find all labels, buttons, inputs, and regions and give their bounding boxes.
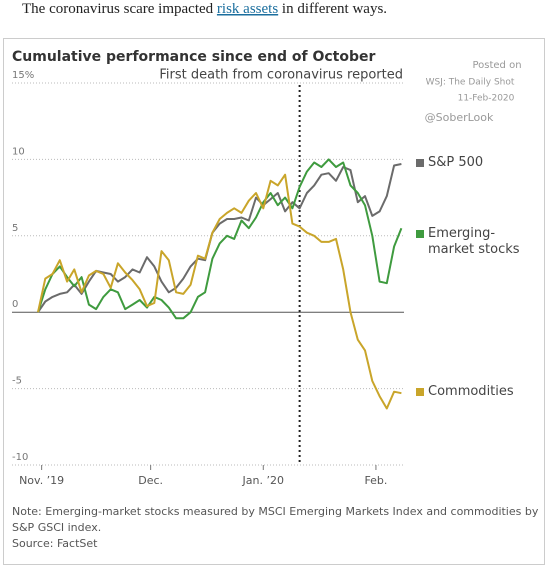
chart-frame (3, 38, 545, 565)
x-tick-label: Feb. (364, 474, 387, 487)
x-tick-label: Nov. ’19 (19, 474, 64, 487)
event-label: First death from coronavirus reported (159, 68, 403, 83)
y-tick-label: -10 (12, 452, 28, 463)
source: Source: FactSet (12, 537, 98, 550)
watermark: WSJ: The Daily Shot (426, 78, 515, 88)
y-tick-label: -5 (12, 376, 22, 387)
legend-swatch (416, 158, 424, 167)
x-tick-label: Jan. ’20 (242, 474, 284, 487)
x-tick-label: Dec. (138, 474, 163, 487)
series-line (37, 173, 402, 410)
legend-item: Commodities (416, 384, 541, 400)
y-tick-label: 10 (12, 146, 25, 157)
header-text: The coronavirus scare impacted (22, 1, 217, 17)
header-link[interactable]: risk assets (217, 1, 278, 17)
legend-item: S&P 500 (416, 155, 541, 171)
y-tick-label: 15% (12, 70, 34, 81)
legend-label: S&P 500 (428, 154, 484, 170)
legend-label: Emerging-market stocks (428, 226, 520, 258)
footnote: Note: Emerging-market stocks measured by… (12, 504, 540, 552)
legend-swatch (416, 230, 424, 239)
chart-title: Cumulative performance since end of Octo… (12, 49, 375, 65)
note: Note: Emerging-market stocks measured by… (12, 505, 539, 534)
watermark: @SoberLook (425, 111, 494, 124)
legend-item: Emerging-market stocks (416, 226, 541, 258)
series-line (37, 158, 403, 320)
legend-label: Commodities (428, 384, 514, 400)
y-tick-label: 5 (12, 223, 18, 234)
watermark: 11-Feb-2020 (458, 94, 515, 104)
y-tick-label: 0 (12, 299, 18, 310)
header: The coronavirus scare impacted risk asse… (22, 1, 387, 17)
header-text: in different ways. (278, 1, 387, 17)
watermark: Posted on (472, 60, 521, 71)
legend-swatch (416, 388, 424, 397)
